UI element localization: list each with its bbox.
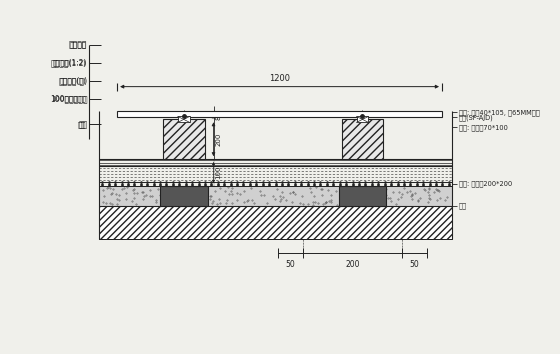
Bar bbox=[99, 206, 452, 239]
Text: 100: 100 bbox=[216, 166, 222, 179]
Text: 100厚混凝土板: 100厚混凝土板 bbox=[50, 94, 87, 103]
Bar bbox=[160, 186, 208, 206]
Text: 板条: 规格40*105, 厚65MM左右: 板条: 规格40*105, 厚65MM左右 bbox=[459, 109, 539, 116]
Text: 铺地面层: 铺地面层 bbox=[69, 40, 87, 50]
Text: 垫层: 垫层 bbox=[459, 202, 467, 209]
Text: 200: 200 bbox=[216, 133, 222, 146]
Bar bbox=[342, 119, 383, 159]
Text: 螺栓(SF-AJD): 螺栓(SF-AJD) bbox=[459, 114, 493, 121]
Bar bbox=[163, 119, 204, 159]
Text: 50: 50 bbox=[286, 261, 295, 269]
Text: 水泥砂浆(1:2): 水泥砂浆(1:2) bbox=[51, 58, 87, 67]
Bar bbox=[339, 186, 386, 206]
Text: 防滑水泥(细): 防滑水泥(细) bbox=[60, 78, 86, 84]
Text: 水泥砂浆(1:2): 水泥砂浆(1:2) bbox=[53, 59, 86, 66]
Bar bbox=[117, 112, 442, 118]
Text: 1200: 1200 bbox=[269, 74, 290, 83]
Bar bbox=[99, 186, 452, 206]
Text: 50: 50 bbox=[410, 261, 419, 269]
Bar bbox=[357, 116, 368, 122]
Text: 土壤: 土壤 bbox=[78, 121, 86, 128]
Text: 基础: 混凝土200*200: 基础: 混凝土200*200 bbox=[459, 181, 512, 187]
Text: 200: 200 bbox=[346, 261, 360, 269]
Text: 100厚混凝土板: 100厚混凝土板 bbox=[52, 95, 86, 102]
Text: 龙骨: 截面积70*100: 龙骨: 截面积70*100 bbox=[459, 124, 508, 131]
Text: 土壤: 土壤 bbox=[78, 120, 87, 129]
Text: 80: 80 bbox=[216, 111, 222, 120]
Text: 铺地面层: 铺地面层 bbox=[69, 42, 86, 48]
Bar bbox=[178, 116, 190, 122]
Text: 防滑水泥(细): 防滑水泥(细) bbox=[58, 76, 87, 85]
